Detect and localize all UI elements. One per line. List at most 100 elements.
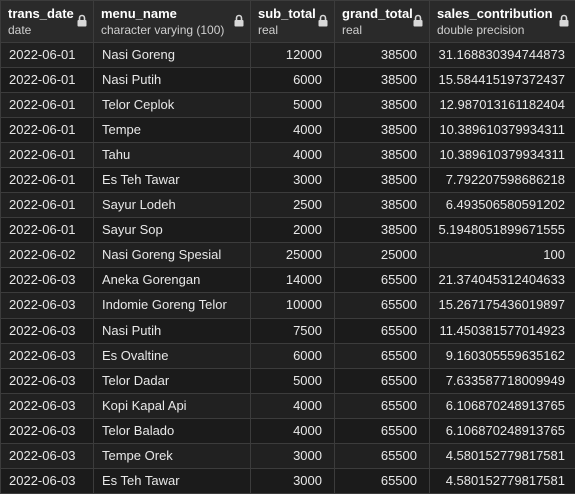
cell-sales-contribution[interactable]: 9.160305559635162 — [429, 342, 575, 369]
cell-sales-contribution[interactable]: 15.584415197372437 — [429, 67, 575, 94]
cell-sub-total[interactable]: 10000 — [250, 292, 335, 319]
table-row[interactable]: 2022-06-03 Telor Balado 4000 65500 6.1068702… — [0, 417, 575, 444]
cell-menu-name[interactable]: Tempe — [93, 117, 251, 144]
cell-menu-name[interactable]: Es Teh Tawar — [93, 467, 251, 494]
cell-sales-contribution[interactable]: 12.987013161182404 — [429, 92, 575, 119]
cell-grand-total[interactable]: 65500 — [334, 342, 430, 369]
table-row[interactable]: 2022-06-01 Telor Ceplok 5000 38500 12.987013… — [0, 92, 575, 119]
table-row[interactable]: 2022-06-01 Nasi Putih 6000 38500 15.58441519… — [0, 67, 575, 94]
cell-sub-total[interactable]: 2000 — [250, 217, 335, 244]
cell-sub-total[interactable]: 6000 — [250, 342, 335, 369]
cell-trans-date[interactable]: 2022-06-01 — [0, 117, 94, 144]
cell-menu-name[interactable]: Nasi Goreng Spesial — [93, 242, 251, 269]
cell-trans-date[interactable]: 2022-06-03 — [0, 292, 94, 319]
cell-menu-name[interactable]: Nasi Goreng — [93, 41, 251, 69]
cell-sales-contribution[interactable]: 21.374045312404633 — [429, 267, 575, 294]
cell-sales-contribution[interactable]: 4.580152779817581 — [429, 442, 575, 469]
cell-grand-total[interactable]: 38500 — [334, 142, 430, 169]
cell-sub-total[interactable]: 3000 — [250, 442, 335, 469]
cell-sub-total[interactable]: 4000 — [250, 142, 335, 169]
cell-trans-date[interactable]: 2022-06-01 — [0, 217, 94, 244]
table-row[interactable]: 2022-06-03 Es Ovaltine 6000 65500 9.16030555… — [0, 342, 575, 369]
cell-trans-date[interactable]: 2022-06-01 — [0, 67, 94, 94]
table-row[interactable]: 2022-06-01 Sayur Lodeh 2500 38500 6.49350658… — [0, 192, 575, 219]
cell-grand-total[interactable]: 65500 — [334, 467, 430, 494]
cell-grand-total[interactable]: 38500 — [334, 67, 430, 94]
cell-trans-date[interactable]: 2022-06-02 — [0, 242, 94, 269]
cell-sub-total[interactable]: 4000 — [250, 417, 335, 444]
cell-trans-date[interactable]: 2022-06-03 — [0, 317, 94, 344]
cell-menu-name[interactable]: Es Teh Tawar — [93, 167, 251, 194]
cell-menu-name[interactable]: Kopi Kapal Api — [93, 392, 251, 419]
cell-grand-total[interactable]: 38500 — [334, 92, 430, 119]
cell-grand-total[interactable]: 38500 — [334, 41, 430, 69]
cell-sub-total[interactable]: 6000 — [250, 67, 335, 94]
cell-sub-total[interactable]: 3000 — [250, 467, 335, 494]
cell-grand-total[interactable]: 65500 — [334, 392, 430, 419]
cell-trans-date[interactable]: 2022-06-03 — [0, 442, 94, 469]
cell-grand-total[interactable]: 38500 — [334, 192, 430, 219]
table-row[interactable]: 2022-06-03 Es Teh Tawar 3000 65500 4.5801527… — [0, 467, 575, 494]
cell-trans-date[interactable]: 2022-06-03 — [0, 342, 94, 369]
cell-grand-total[interactable]: 65500 — [334, 317, 430, 344]
cell-menu-name[interactable]: Es Ovaltine — [93, 342, 251, 369]
column-header-sales-contribution[interactable]: sales_contribution double precision — [429, 0, 575, 43]
cell-trans-date[interactable]: 2022-06-03 — [0, 467, 94, 494]
table-row[interactable]: 2022-06-01 Tahu 4000 38500 10.38961037993431… — [0, 142, 575, 169]
cell-trans-date[interactable]: 2022-06-03 — [0, 267, 94, 294]
table-row[interactable]: 2022-06-01 Nasi Goreng 12000 38500 31.168830… — [0, 41, 575, 69]
cell-menu-name[interactable]: Indomie Goreng Telor — [93, 292, 251, 319]
cell-sales-contribution[interactable]: 11.450381577014923 — [429, 317, 575, 344]
cell-sub-total[interactable]: 5000 — [250, 92, 335, 119]
table-row[interactable]: 2022-06-03 Indomie Goreng Telor 10000 65500… — [0, 292, 575, 319]
column-header-menu-name[interactable]: menu_name character varying (100) — [93, 0, 251, 43]
cell-sales-contribution[interactable]: 4.580152779817581 — [429, 467, 575, 494]
table-row[interactable]: 2022-06-03 Nasi Putih 7500 65500 11.45038157… — [0, 317, 575, 344]
table-row[interactable]: 2022-06-01 Es Teh Tawar 3000 38500 7.7922075… — [0, 167, 575, 194]
cell-sub-total[interactable]: 2500 — [250, 192, 335, 219]
table-row[interactable]: 2022-06-01 Sayur Sop 2000 38500 5.1948051899… — [0, 217, 575, 244]
cell-menu-name[interactable]: Tempe Orek — [93, 442, 251, 469]
cell-trans-date[interactable]: 2022-06-03 — [0, 367, 94, 394]
cell-menu-name[interactable]: Nasi Putih — [93, 67, 251, 94]
cell-menu-name[interactable]: Aneka Gorengan — [93, 267, 251, 294]
cell-trans-date[interactable]: 2022-06-03 — [0, 392, 94, 419]
cell-grand-total[interactable]: 38500 — [334, 117, 430, 144]
cell-trans-date[interactable]: 2022-06-01 — [0, 92, 94, 119]
cell-sub-total[interactable]: 14000 — [250, 267, 335, 294]
cell-grand-total[interactable]: 65500 — [334, 267, 430, 294]
cell-grand-total[interactable]: 65500 — [334, 292, 430, 319]
cell-menu-name[interactable]: Telor Balado — [93, 417, 251, 444]
cell-sales-contribution[interactable]: 5.1948051899671555 — [429, 217, 575, 244]
cell-trans-date[interactable]: 2022-06-03 — [0, 417, 94, 444]
column-header-grand-total[interactable]: grand_total real — [334, 0, 430, 43]
cell-sales-contribution[interactable]: 6.106870248913765 — [429, 417, 575, 444]
cell-sales-contribution[interactable]: 15.267175436019897 — [429, 292, 575, 319]
cell-menu-name[interactable]: Tahu — [93, 142, 251, 169]
cell-sub-total[interactable]: 25000 — [250, 242, 335, 269]
cell-sub-total[interactable]: 4000 — [250, 117, 335, 144]
cell-grand-total[interactable]: 65500 — [334, 442, 430, 469]
cell-grand-total[interactable]: 25000 — [334, 242, 430, 269]
cell-sales-contribution[interactable]: 6.106870248913765 — [429, 392, 575, 419]
table-row[interactable]: 2022-06-02 Nasi Goreng Spesial 25000 25000 1… — [0, 242, 575, 269]
cell-menu-name[interactable]: Telor Dadar — [93, 367, 251, 394]
cell-menu-name[interactable]: Sayur Sop — [93, 217, 251, 244]
cell-grand-total[interactable]: 38500 — [334, 217, 430, 244]
cell-sales-contribution[interactable]: 7.792207598686218 — [429, 167, 575, 194]
cell-trans-date[interactable]: 2022-06-01 — [0, 192, 94, 219]
cell-sub-total[interactable]: 12000 — [250, 41, 335, 69]
cell-menu-name[interactable]: Nasi Putih — [93, 317, 251, 344]
column-header-sub-total[interactable]: sub_total real — [250, 0, 335, 43]
table-row[interactable]: 2022-06-03 Tempe Orek 3000 65500 4.580152779… — [0, 442, 575, 469]
table-row[interactable]: 2022-06-03 Telor Dadar 5000 65500 7.63358771… — [0, 367, 575, 394]
cell-sales-contribution[interactable]: 31.168830394744873 — [429, 41, 575, 69]
cell-trans-date[interactable]: 2022-06-01 — [0, 41, 94, 69]
cell-sub-total[interactable]: 5000 — [250, 367, 335, 394]
cell-sales-contribution[interactable]: 7.633587718009949 — [429, 367, 575, 394]
cell-sub-total[interactable]: 7500 — [250, 317, 335, 344]
table-row[interactable]: 2022-06-03 Kopi Kapal Api 4000 65500 6.10687… — [0, 392, 575, 419]
cell-grand-total[interactable]: 65500 — [334, 417, 430, 444]
cell-sub-total[interactable]: 3000 — [250, 167, 335, 194]
cell-trans-date[interactable]: 2022-06-01 — [0, 167, 94, 194]
